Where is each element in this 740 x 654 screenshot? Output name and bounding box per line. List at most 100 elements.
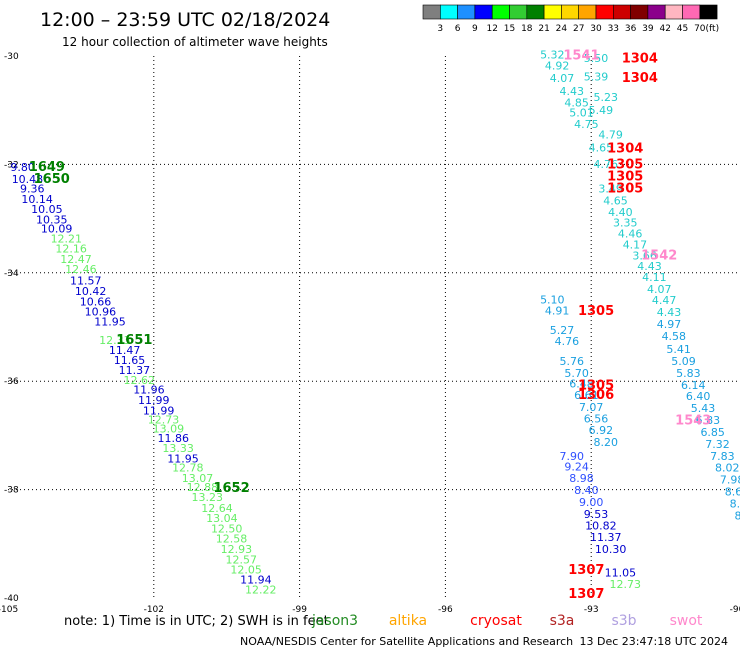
data-point-label: 6.61 [574,389,599,402]
colorbar-swatch [526,4,545,20]
pass-number-label: 1305 [607,182,643,197]
colorbar-tick-label: 6 [455,24,461,34]
data-point-label: 6.56 [584,412,609,425]
data-point-label: 8.65 [725,486,740,499]
colorbar-swatch [612,4,631,20]
x-tick-label: -99 [292,605,307,615]
data-point-label: 5.09 [671,355,696,368]
data-point-label: 5.70 [564,367,589,380]
data-point-label: 12.73 [148,413,180,426]
data-point-label: 5.83 [676,367,701,380]
data-point-label: 4.76 [594,158,619,171]
colorbar-tick-label: 3 [437,24,443,34]
data-point-label: 10.35 [36,213,68,226]
data-point-label: 12.05 [230,564,262,577]
pass-number-label: 1304 [622,52,658,67]
data-point-label: 8.20 [594,436,619,449]
colorbar-tick-label: 45 [677,24,688,34]
colorbar-swatch [595,4,614,20]
data-point-label: 4.92 [545,60,570,73]
colorbar-swatch [474,4,493,20]
data-point-label: 11.99 [143,404,175,417]
y-tick-label: -30 [4,52,19,62]
data-point-label: 4.43 [657,306,682,319]
satellite-legend-jason3: jason3 [311,613,358,629]
colorbar-tick-label: 21 [538,24,549,34]
data-point-label: 5.32 [540,49,565,62]
data-point-label: 4.65 [589,141,614,154]
data-point-label: 4.40 [608,206,633,219]
pass-number-label: 1305 [578,304,614,319]
data-point-label: 6.92 [589,424,614,437]
data-point-label: 10.82 [585,520,617,533]
x-tick-label: -93 [584,605,599,615]
data-point-label: 11.86 [157,432,189,445]
colorbar-swatch [422,4,441,20]
data-point-label: 12.46 [65,263,97,276]
data-point-label: 10.48 [12,173,44,186]
data-point-label: 10.96 [85,306,117,319]
data-point-label: 10.05 [31,203,63,216]
pass-number-label: 1651 [116,333,152,348]
data-point-label: 6.14 [681,379,706,392]
footer-credit: NOAA/NESDIS Center for Satellite Applica… [240,635,573,648]
data-point-label: 4.07 [647,283,672,296]
data-point-label: 11.05 [605,566,637,579]
data-point-label: 12.33 [99,334,131,347]
y-tick-label: -40 [4,594,19,604]
pass-number-label: 1543 [675,414,711,429]
colorbar-tick-label: 15 [504,24,515,34]
pass-number-label: 1649 [29,160,65,175]
data-point-label: 9.24 [564,461,589,474]
data-point-label: 4.85 [564,96,589,109]
data-point-label: 7.07 [579,401,604,414]
data-point-label: 12.58 [216,533,248,546]
data-point-label: 12.78 [172,462,204,475]
x-tick-label: -102 [144,605,164,615]
x-tick-label: -90 [730,605,740,615]
pass-number-label: 1652 [213,481,249,496]
data-point-label: 10.30 [595,543,627,556]
data-point-label: 11.99 [138,394,170,407]
data-point-label: 10.09 [41,223,73,236]
data-point-label: 10.42 [75,285,107,298]
satellite-legend-s3b: s3b [611,613,636,629]
satellite-legend-s3a: s3a [550,613,575,629]
pass-number-label: 1305 [607,170,643,185]
satellite-legend: jason3 altika cryosat s3a s3b swot [311,613,703,629]
data-point-label: 8.40 [574,484,599,497]
data-point-label: 7.83 [710,450,735,463]
data-point-label: 4.58 [662,330,687,343]
data-point-label: 12.64 [201,502,233,515]
data-point-label: 11.57 [70,275,102,288]
colorbar-tick-label: 36 [625,24,637,34]
data-point-label: 4.47 [652,294,677,307]
data-point-label: 11.96 [133,384,165,397]
data-point-label: 9.80 [10,161,35,174]
colorbar-tick-label: 42 [659,24,670,34]
data-point-label: 4.11 [642,271,667,284]
chart-subtitle: 12 hour collection of altimeter wave hei… [62,35,328,49]
data-point-label: 8.02 [715,462,740,475]
data-point-label: 4.75 [574,118,599,131]
data-point-label: 3.66 [632,249,657,262]
data-point-label: 4.76 [555,335,580,348]
data-point-label: 12.62 [123,374,155,387]
y-tick-label: -36 [4,377,19,387]
colorbar-tick-label: 24 [556,24,568,34]
colorbar-tick-label: 30 [590,24,602,34]
colorbar-swatch [664,4,683,20]
data-point-label: 12.73 [609,578,641,591]
data-point-label: 5.49 [589,104,614,117]
data-point-label: 12.50 [211,522,243,535]
data-point-label: 4.46 [618,228,643,241]
data-point-label: 4.97 [657,318,682,331]
data-point-label: 10.66 [80,295,112,308]
colorbar-swatch [561,4,580,20]
pass-number-label: 1304 [622,71,658,86]
colorbar-swatch [647,4,666,20]
data-point-label: 5.50 [584,52,609,65]
colorbar-swatch [699,4,718,20]
pass-number-label: 1305 [607,158,643,173]
